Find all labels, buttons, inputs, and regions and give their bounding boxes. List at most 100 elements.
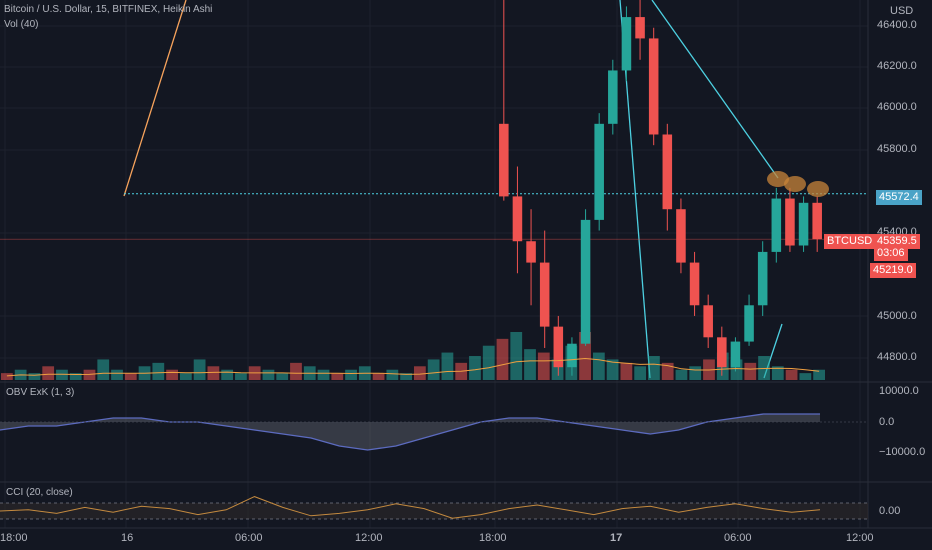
volume-bar [551, 359, 564, 380]
price-tick: 44800.0 [877, 351, 917, 363]
candlesticks [499, 0, 822, 376]
candle-body [703, 305, 713, 338]
price-tick: 45800.0 [877, 143, 917, 155]
cyan-trendline [651, 0, 779, 179]
volume-bar [496, 338, 509, 380]
horizontal-line-price-tag[interactable]: 45572.4 [876, 190, 922, 205]
cci-label[interactable]: CCI (20, close) [6, 487, 73, 498]
candle-body [580, 219, 591, 344]
time-label: 18:00 [479, 532, 507, 544]
volume-bar [235, 373, 247, 380]
candle-body [499, 123, 509, 197]
volume-bar [537, 352, 550, 380]
candle-body [785, 198, 795, 246]
candle-body [676, 209, 686, 263]
volume-bar [124, 373, 137, 380]
volume-bar [1, 373, 13, 380]
symbol-tag: BTCUSD [824, 234, 876, 249]
pane-separators [0, 0, 932, 529]
volume-bar [758, 356, 770, 380]
volume-bar [482, 345, 495, 380]
volume-bar [771, 366, 784, 380]
time-label: 06:00 [724, 532, 752, 544]
candle-body [730, 341, 741, 368]
volume-bar [427, 359, 440, 380]
volume-bar [744, 362, 757, 380]
candle-body [648, 38, 659, 135]
highlight-markers [767, 171, 829, 197]
time-label: 06:00 [235, 532, 263, 544]
obv-line [0, 413, 820, 451]
volume-bar [524, 349, 536, 380]
candle-body [621, 17, 632, 71]
highlight-blob [807, 181, 829, 197]
volume-bar [620, 362, 633, 380]
highlight-blob [767, 171, 789, 187]
candle-body [812, 202, 822, 240]
obv-tick: 10000.0 [879, 385, 919, 397]
volume-bar [276, 373, 289, 380]
volume-bar [331, 373, 344, 380]
volume-bar [372, 373, 385, 380]
horizontal-price-line [0, 193, 868, 240]
volume-label[interactable]: Vol (40) [4, 19, 39, 30]
volume-bar [207, 366, 220, 380]
candle-body [635, 17, 645, 39]
candle-body [771, 198, 782, 252]
candle-body [512, 196, 523, 242]
volume-bar [813, 369, 825, 380]
volume-bar [441, 352, 454, 380]
candle-body [567, 343, 577, 368]
cci-band [0, 503, 868, 519]
volume-bar [221, 369, 234, 380]
candle-body [662, 134, 673, 210]
currency-label: USD [890, 5, 914, 17]
time-label: 17 [610, 532, 623, 544]
orange-trendline [123, 0, 187, 197]
volume-bar [262, 369, 275, 380]
volume-bar [28, 373, 41, 380]
volume-bar [317, 369, 330, 380]
symbol-title[interactable]: Bitcoin / U.S. Dollar, 15, BITFINEX, Hei… [4, 4, 213, 15]
volume-bar [42, 366, 55, 380]
time-label: 18:00 [0, 532, 28, 544]
volume-bar [400, 373, 412, 380]
obv-label[interactable]: OBV ExK (1, 3) [6, 387, 75, 398]
volume-bar [414, 366, 426, 380]
volume-bar [166, 369, 178, 380]
volume-bar [56, 369, 68, 380]
volume-bar [579, 332, 591, 380]
volume-bar [592, 352, 605, 380]
highlight-blob [784, 176, 806, 192]
volume-bar [510, 332, 523, 380]
volume-bar [69, 373, 82, 380]
price-tick: 46000.0 [877, 101, 917, 113]
volume-bar [675, 369, 688, 380]
candle-body [757, 251, 768, 306]
time-label: 12:00 [846, 532, 874, 544]
volume-bar [290, 362, 302, 380]
candle-body [553, 326, 564, 368]
candle-body [798, 202, 809, 246]
cci-indicator [0, 496, 868, 520]
volume-bar [730, 359, 743, 380]
volume-bar [469, 356, 481, 380]
candle-body [744, 305, 754, 342]
volume-bar [345, 369, 357, 380]
volume-bar [606, 359, 619, 380]
cci-line [0, 496, 821, 519]
price-tick: 45000.0 [877, 310, 917, 322]
candle-body [594, 123, 604, 220]
volume-bar [799, 373, 812, 380]
obv-tick: 0.0 [879, 416, 895, 428]
obv-indicator [0, 413, 868, 451]
volume-bar [785, 369, 798, 380]
volume-bar [97, 359, 110, 380]
volume-bar [689, 366, 702, 380]
cci-tick: 0.00 [879, 505, 901, 517]
volume-moving-average [6, 357, 820, 377]
volume-bar [152, 362, 165, 380]
volume-ma-line [6, 357, 820, 377]
